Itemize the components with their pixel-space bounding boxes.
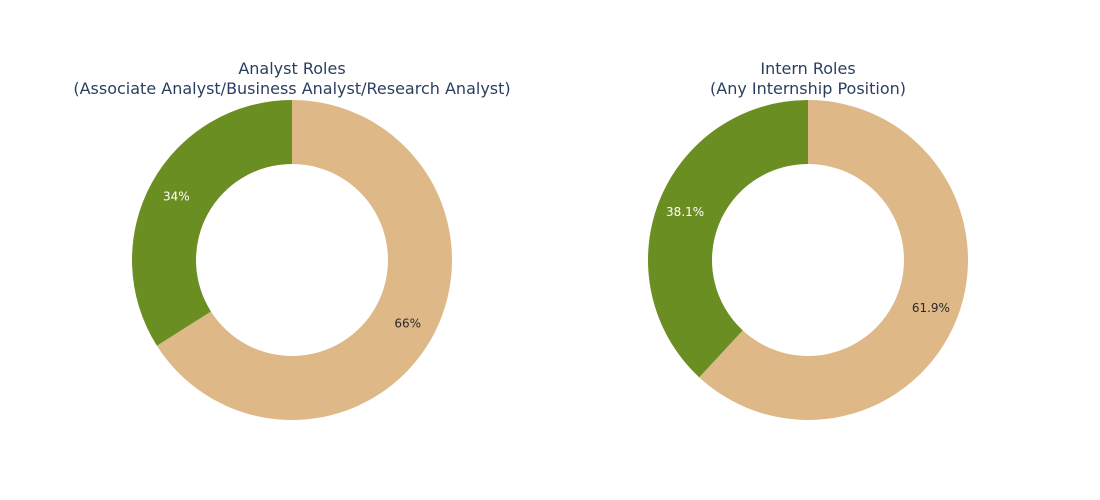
slice-percent-label: 66% xyxy=(394,317,421,331)
donut-slices xyxy=(132,100,452,420)
donut-slice[interactable] xyxy=(699,100,968,420)
slice-percent-label: 34% xyxy=(163,189,190,203)
chart-subtitle: (Any Internship Position) xyxy=(710,79,906,98)
slice-percent-label: 61.9% xyxy=(912,301,950,315)
chart-title: Analyst Roles xyxy=(238,59,345,78)
slice-labels: 61.9% 38.1% xyxy=(666,205,950,315)
donut-slice[interactable] xyxy=(156,100,452,420)
chart-title: Intern Roles xyxy=(760,59,855,78)
chart-subtitle: (Associate Analyst/Business Analyst/Rese… xyxy=(73,79,510,98)
donut-chart-intern-roles: Intern Roles (Any Internship Position) 6… xyxy=(648,59,968,420)
donut-slice[interactable] xyxy=(648,100,808,378)
donut-slices xyxy=(648,100,968,420)
slice-labels: 66% 34% xyxy=(163,189,421,330)
donut-chart-analyst-roles: Analyst Roles (Associate Analyst/Busines… xyxy=(73,59,511,420)
slice-percent-label: 38.1% xyxy=(666,205,704,219)
donut-slice[interactable] xyxy=(132,100,292,346)
